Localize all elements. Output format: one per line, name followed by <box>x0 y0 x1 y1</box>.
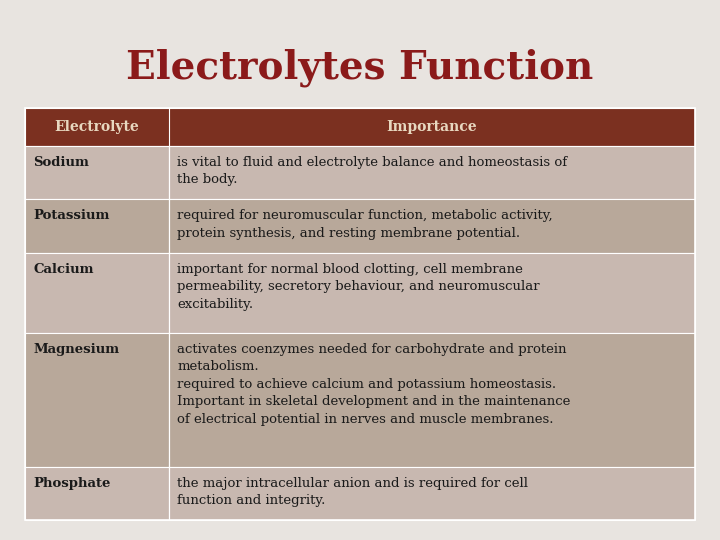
Bar <box>169 253 695 333</box>
Text: required for neuromuscular function, metabolic activity,
protein synthesis, and : required for neuromuscular function, met… <box>177 210 553 240</box>
Text: Sodium: Sodium <box>33 156 89 169</box>
Bar <box>25 253 169 333</box>
Bar <box>25 199 169 253</box>
Text: activates coenzymes needed for carbohydrate and protein
metabolism.
required to : activates coenzymes needed for carbohydr… <box>177 343 570 426</box>
Bar <box>25 467 169 520</box>
Text: the major intracellular anion and is required for cell
function and integrity.: the major intracellular anion and is req… <box>177 477 528 507</box>
Text: Electrolyte: Electrolyte <box>55 120 140 134</box>
Bar <box>169 467 695 520</box>
Bar <box>25 108 695 520</box>
Text: Potassium: Potassium <box>33 210 109 222</box>
Text: Calcium: Calcium <box>33 263 94 276</box>
Text: important for normal blood clotting, cell membrane
permeability, secretory behav: important for normal blood clotting, cel… <box>177 263 540 311</box>
Bar <box>25 146 169 199</box>
Bar <box>25 333 169 467</box>
Text: Magnesium: Magnesium <box>33 343 119 356</box>
Text: is vital to fluid and electrolyte balance and homeostasis of
the body.: is vital to fluid and electrolyte balanc… <box>177 156 567 186</box>
Bar <box>169 146 695 199</box>
Bar <box>25 108 695 146</box>
Text: Phosphate: Phosphate <box>33 477 110 490</box>
Bar <box>169 199 695 253</box>
Text: Electrolytes Function: Electrolytes Function <box>127 49 593 87</box>
Text: Importance: Importance <box>387 120 477 134</box>
Bar <box>169 333 695 467</box>
